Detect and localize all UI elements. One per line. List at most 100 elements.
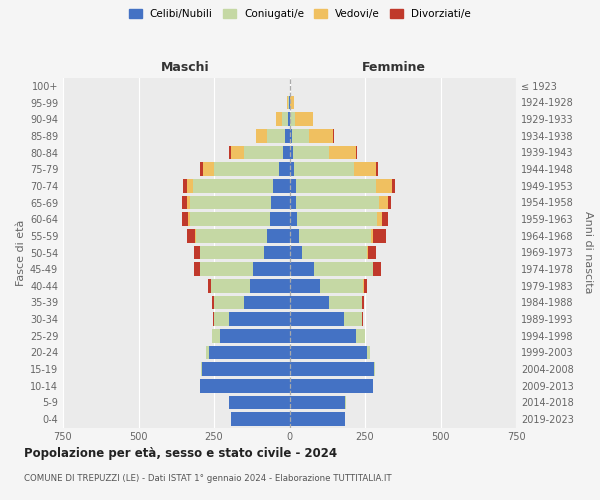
Bar bbox=[290, 146, 293, 160]
Bar bbox=[209, 346, 290, 360]
Bar bbox=[355, 162, 376, 176]
Bar bbox=[374, 362, 375, 376]
Bar bbox=[344, 312, 362, 326]
Bar bbox=[200, 379, 290, 392]
Bar bbox=[362, 296, 364, 310]
Text: Popolazione per età, sesso e stato civile - 2024: Popolazione per età, sesso e stato civil… bbox=[24, 448, 337, 460]
Bar bbox=[290, 179, 296, 192]
Bar bbox=[230, 146, 244, 160]
Bar bbox=[276, 112, 282, 126]
Bar bbox=[329, 296, 362, 310]
Bar bbox=[296, 179, 376, 192]
Bar bbox=[256, 129, 267, 142]
Bar bbox=[279, 162, 290, 176]
Bar bbox=[220, 329, 290, 342]
Bar bbox=[288, 96, 289, 110]
Bar bbox=[244, 146, 283, 160]
Bar bbox=[376, 162, 378, 176]
Bar bbox=[290, 362, 374, 376]
Y-axis label: Anni di nascita: Anni di nascita bbox=[583, 211, 593, 294]
Bar bbox=[288, 112, 290, 126]
Bar bbox=[193, 179, 273, 192]
Bar bbox=[267, 229, 290, 242]
Bar bbox=[329, 146, 356, 160]
Bar bbox=[392, 179, 395, 192]
Bar bbox=[250, 279, 290, 292]
Bar bbox=[290, 229, 299, 242]
Bar bbox=[382, 212, 388, 226]
Bar bbox=[206, 346, 209, 360]
Bar bbox=[264, 246, 290, 260]
Bar bbox=[290, 296, 329, 310]
Bar bbox=[290, 396, 346, 409]
Bar bbox=[320, 279, 364, 292]
Bar bbox=[290, 212, 297, 226]
Bar bbox=[214, 312, 229, 326]
Bar bbox=[244, 296, 290, 310]
Bar bbox=[201, 362, 202, 376]
Bar bbox=[367, 246, 368, 260]
Bar bbox=[182, 196, 187, 209]
Bar bbox=[200, 246, 264, 260]
Bar bbox=[230, 412, 290, 426]
Bar bbox=[211, 279, 250, 292]
Bar bbox=[368, 246, 376, 260]
Bar bbox=[282, 112, 288, 126]
Legend: Celibi/Nubili, Coniugati/e, Vedovi/e, Divorziati/e: Celibi/Nubili, Coniugati/e, Vedovi/e, Di… bbox=[125, 5, 475, 24]
Bar bbox=[208, 279, 211, 292]
Bar bbox=[196, 229, 267, 242]
Bar bbox=[283, 146, 290, 160]
Text: COMUNE DI TREPUZZI (LE) - Dati ISTAT 1° gennaio 2024 - Elaborazione TUTTITALIA.I: COMUNE DI TREPUZZI (LE) - Dati ISTAT 1° … bbox=[24, 474, 392, 483]
Bar bbox=[373, 229, 386, 242]
Bar bbox=[270, 212, 290, 226]
Bar bbox=[290, 279, 320, 292]
Bar bbox=[212, 296, 214, 310]
Bar bbox=[290, 379, 373, 392]
Bar bbox=[229, 146, 230, 160]
Bar bbox=[214, 296, 244, 310]
Bar bbox=[364, 279, 367, 292]
Bar bbox=[187, 229, 195, 242]
Bar bbox=[290, 246, 302, 260]
Bar bbox=[297, 212, 377, 226]
Bar bbox=[388, 196, 391, 209]
Bar bbox=[271, 196, 290, 209]
Bar bbox=[190, 212, 270, 226]
Bar bbox=[293, 146, 329, 160]
Bar bbox=[294, 162, 355, 176]
Bar bbox=[214, 162, 279, 176]
Bar bbox=[182, 212, 188, 226]
Text: Femmine: Femmine bbox=[362, 61, 425, 74]
Bar bbox=[187, 179, 193, 192]
Bar bbox=[379, 196, 388, 209]
Bar bbox=[253, 262, 290, 276]
Bar bbox=[287, 96, 288, 110]
Bar bbox=[200, 262, 253, 276]
Bar bbox=[296, 196, 379, 209]
Bar bbox=[289, 96, 290, 110]
Bar bbox=[371, 229, 373, 242]
Bar bbox=[290, 412, 346, 426]
Bar bbox=[356, 329, 365, 342]
Bar bbox=[290, 96, 294, 110]
Bar bbox=[308, 129, 332, 142]
Bar bbox=[302, 246, 367, 260]
Bar bbox=[332, 129, 334, 142]
Bar bbox=[356, 146, 358, 160]
Bar bbox=[299, 229, 371, 242]
Bar bbox=[290, 162, 294, 176]
Bar bbox=[285, 129, 290, 142]
Text: Maschi: Maschi bbox=[161, 61, 209, 74]
Bar bbox=[376, 179, 392, 192]
Bar bbox=[290, 129, 292, 142]
Bar bbox=[273, 179, 290, 192]
Bar bbox=[183, 179, 187, 192]
Y-axis label: Fasce di età: Fasce di età bbox=[16, 220, 26, 286]
Bar bbox=[290, 262, 314, 276]
Bar bbox=[203, 162, 214, 176]
Bar bbox=[314, 262, 373, 276]
Bar bbox=[229, 312, 290, 326]
Bar bbox=[292, 129, 308, 142]
Bar bbox=[200, 162, 203, 176]
Bar bbox=[267, 129, 285, 142]
